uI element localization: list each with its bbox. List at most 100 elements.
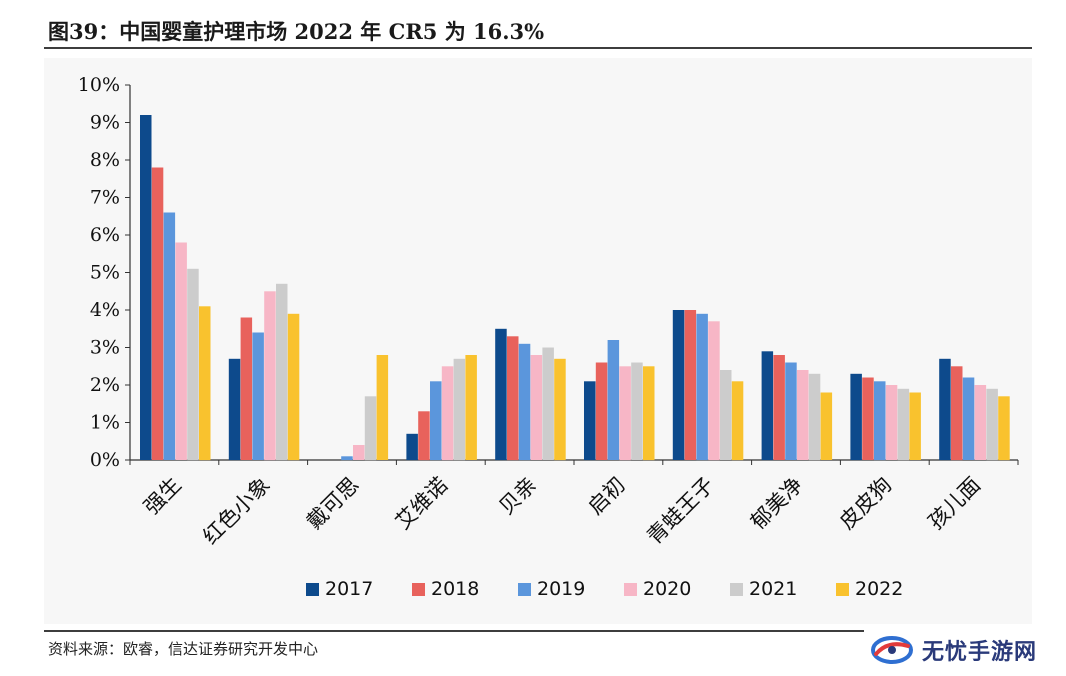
bar-2020-6 [708, 321, 720, 461]
bar-2022-7 [820, 392, 833, 460]
legend-label-2020: 2020 [643, 578, 691, 600]
legend-swatch-2018 [412, 583, 425, 596]
bar-2019-3 [430, 381, 442, 461]
x-category-label: 皮皮狗 [835, 473, 897, 535]
swirl-logo-icon [871, 636, 913, 664]
bar-2021-4 [542, 347, 554, 460]
x-category-label: 孩儿面 [924, 473, 986, 535]
bar-2020-5 [619, 366, 631, 461]
y-tick-label: 6% [90, 224, 120, 246]
bar-2019-4 [518, 343, 531, 461]
bar-2021-6 [720, 370, 732, 460]
y-tick-label: 2% [90, 374, 120, 396]
bar-2019-0 [163, 212, 176, 460]
legend-swatch-2019 [518, 583, 531, 596]
bar-2022-3 [465, 355, 477, 460]
bar-2021-0 [187, 268, 199, 461]
bar-2019-6 [696, 313, 708, 461]
bar-2017-6 [672, 310, 685, 460]
y-tick-label: 0% [90, 449, 120, 471]
bar-2020-7 [797, 370, 809, 460]
bar-2017-9 [939, 358, 951, 461]
legend-swatch-2017 [306, 583, 319, 596]
header-divider [44, 47, 1032, 49]
bar-2022-2 [376, 355, 389, 460]
watermark-text: 无忧手游网 [922, 640, 1038, 665]
x-category-label: 贝亲 [494, 473, 541, 520]
bar-2020-2 [353, 445, 365, 460]
bar-2022-5 [643, 366, 655, 461]
bar-2019-7 [785, 362, 797, 460]
bar-2019-8 [874, 381, 886, 461]
bar-2021-3 [453, 358, 466, 461]
bar-2017-3 [406, 433, 418, 461]
y-tick-label: 9% [90, 112, 120, 134]
bar-2019-5 [607, 340, 620, 460]
bar-2017-7 [761, 351, 774, 461]
figure-header: 图39：中国婴童护理市场 2022 年 CR5 为 16.3% [0, 0, 1066, 49]
legend-label-2017: 2017 [325, 578, 373, 600]
x-category-label: 启初 [583, 473, 630, 520]
y-tick-label: 4% [90, 299, 120, 321]
y-tick-label: 8% [90, 149, 120, 171]
bar-2018-7 [773, 355, 785, 460]
bar-2022-1 [287, 313, 300, 461]
x-category-label: 红色小象 [198, 473, 274, 549]
bar-2018-8 [862, 377, 874, 460]
chart-area: 0% 1% 2% 3% 4% 5% 6% 7% 8% 9% 10% 强生 红色小象 戴可思 艾维诺 贝亲 启初青… [44, 58, 1032, 624]
bar-2017-5 [584, 381, 596, 461]
legend-swatch-2022 [836, 583, 849, 596]
bar-2017-0 [140, 115, 152, 460]
bar-2021-5 [631, 362, 643, 460]
bar-2022-8 [909, 392, 921, 460]
bar-2020-9 [974, 385, 987, 460]
x-category-label: 青蛙王子 [642, 473, 718, 549]
bar-2018-5 [595, 362, 608, 460]
legend-swatch-2021 [730, 583, 743, 596]
bar-2019-9 [962, 377, 975, 460]
bar-2018-4 [507, 336, 519, 461]
bar-chart: 0% 1% 2% 3% 4% 5% 6% 7% 8% 9% 10% 强生 红色小象 戴可思 艾维诺 贝亲 启初青… [78, 74, 1019, 600]
bar-2019-1 [252, 332, 264, 460]
bar-2017-4 [495, 328, 507, 461]
bar-2018-3 [418, 411, 430, 461]
bar-2020-3 [441, 366, 454, 461]
bar-2021-8 [897, 388, 910, 461]
bar-2018-9 [951, 366, 963, 461]
watermark: 无忧手游网 [870, 628, 1060, 672]
bar-2021-1 [276, 283, 288, 461]
x-category-label: 戴可思 [302, 473, 364, 535]
bar-2020-8 [885, 385, 898, 460]
bar-2022-9 [998, 396, 1010, 461]
bar-2018-0 [151, 167, 164, 460]
bar-2021-7 [808, 373, 821, 461]
legend-label-2022: 2022 [855, 578, 903, 600]
bar-2021-9 [986, 388, 998, 461]
bar-2017-1 [228, 358, 241, 461]
bar-2022-0 [199, 306, 211, 461]
bar-2018-1 [240, 317, 253, 460]
y-tick-label: 10% [78, 74, 120, 96]
bar-2020-1 [264, 291, 276, 461]
y-tick-label: 1% [90, 412, 120, 434]
y-tick-label: 7% [90, 187, 120, 209]
figure-title: 图39：中国婴童护理市场 2022 年 CR5 为 16.3% [48, 19, 545, 44]
source-note: 资料来源：欧睿，信达证券研究开发中心 [48, 640, 319, 658]
legend-label-2021: 2021 [749, 578, 797, 600]
legend-swatch-2020 [624, 583, 637, 596]
bar-2020-0 [175, 242, 187, 460]
x-category-label: 艾维诺 [391, 473, 453, 535]
legend-label-2019: 2019 [537, 578, 585, 600]
bar-2020-4 [530, 355, 543, 460]
bar-2022-6 [731, 381, 744, 461]
bar-2021-2 [364, 396, 377, 461]
bar-2018-6 [684, 310, 697, 460]
x-category-label: 郁美净 [746, 473, 808, 535]
bar-2022-4 [554, 358, 566, 461]
y-tick-label: 5% [90, 262, 120, 284]
footer-divider [44, 630, 864, 632]
bar-2017-8 [850, 373, 862, 461]
y-tick-label: 3% [90, 337, 120, 359]
bar-2019-2 [341, 456, 353, 461]
legend-label-2018: 2018 [431, 578, 479, 600]
